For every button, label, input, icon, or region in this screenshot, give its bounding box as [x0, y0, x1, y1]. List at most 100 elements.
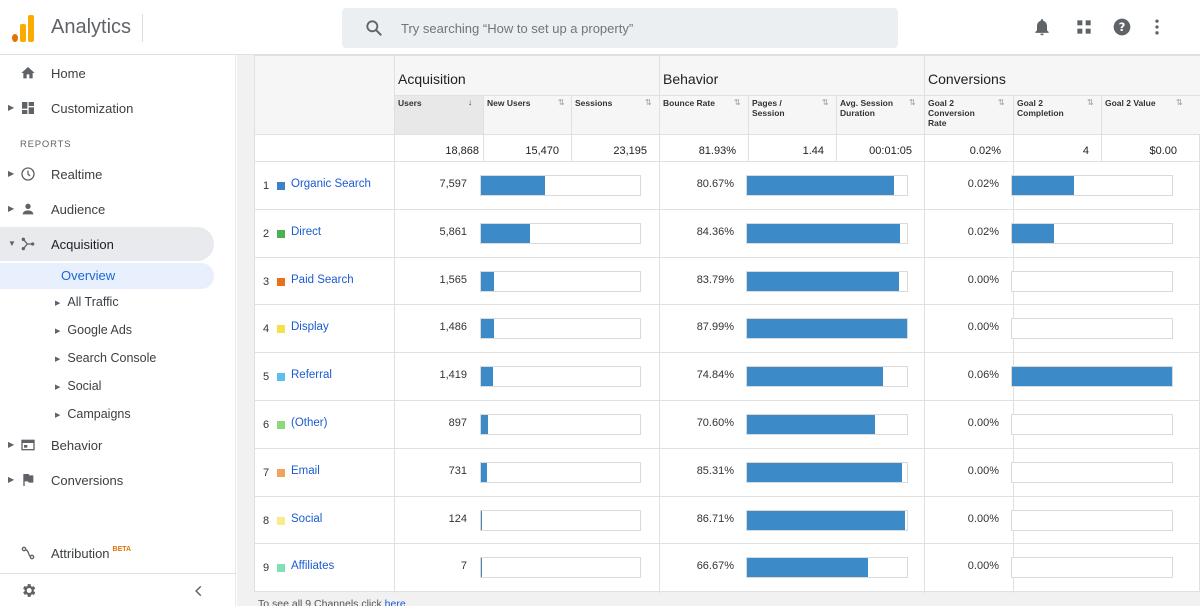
users-bar: [481, 510, 483, 530]
sort-icon[interactable]: ⇅: [1176, 98, 1183, 107]
caret-right-icon: ▶: [8, 204, 15, 213]
group-behavior: Behavior: [663, 71, 719, 87]
row-number: 7: [263, 466, 270, 479]
sidebar-item-label: Overview: [61, 268, 116, 283]
sidebar-item-overview[interactable]: Overview: [0, 263, 214, 289]
goal2-rate-value: 0.00%: [967, 417, 999, 429]
sort-icon[interactable]: ⇅: [1087, 98, 1094, 107]
channel-color-swatch: [277, 325, 285, 334]
sort-icon[interactable]: ⇅: [558, 98, 565, 107]
goal2-rate-value: 0.00%: [967, 512, 999, 525]
channel-link[interactable]: Direct: [291, 225, 322, 238]
sidebar-item-behavior[interactable]: ▶ Behavior: [0, 428, 214, 462]
collapse-chevron-left-icon[interactable]: [192, 584, 206, 598]
search-bar[interactable]: Try searching “How to set up a property”: [342, 8, 898, 48]
caret-right-icon: ▶: [8, 103, 15, 112]
bounce-bar: [747, 367, 883, 387]
sidebar-item-home[interactable]: Home: [0, 56, 214, 90]
sidebar-item-label: Home: [51, 66, 86, 81]
total-goal2-rate: 0.02%: [969, 145, 1001, 157]
channel-color-swatch: [277, 468, 285, 477]
sort-icon[interactable]: ⇅: [998, 98, 1005, 107]
help-icon[interactable]: ?: [1112, 17, 1132, 37]
sidebar-item-customization[interactable]: ▶ Customization: [0, 91, 214, 125]
col-sessions[interactable]: Sessions: [575, 98, 613, 108]
table-row: 2 Direct 5,861 84.36% 0.02%: [255, 209, 1200, 257]
channel-link[interactable]: Affiliates: [291, 560, 335, 573]
users-bar-track: [480, 557, 641, 579]
col-goal2-value[interactable]: Goal 2 Value: [1105, 98, 1156, 108]
goal2-bar: [1012, 176, 1075, 195]
channel-link[interactable]: Display: [291, 321, 329, 334]
table-row: 4 Display 1,486 87.99% 0.00%: [255, 304, 1200, 352]
goal2-bar-track: [1011, 222, 1173, 244]
channel-link[interactable]: (Other): [291, 417, 328, 429]
more-vert-icon[interactable]: [1147, 17, 1167, 37]
sidebar-item-label: All Traffic: [67, 295, 119, 309]
sidebar-item-social[interactable]: ▶ Social: [55, 379, 101, 399]
users-value: 731: [448, 464, 467, 477]
col-bounce-rate[interactable]: Bounce Rate: [663, 98, 715, 108]
grid-line: [255, 400, 1200, 401]
sidebar-item-audience[interactable]: ▶ Audience: [0, 192, 214, 226]
users-value: 7,597: [439, 178, 467, 190]
channel-link[interactable]: Social: [291, 512, 323, 525]
channel-color-swatch: [277, 373, 285, 382]
goal2-rate-value: 0.00%: [967, 560, 999, 573]
channel-link[interactable]: Email: [291, 464, 320, 477]
goal2-bar-track: [1011, 318, 1173, 340]
sort-icon[interactable]: ⇅: [909, 98, 916, 107]
channel-link[interactable]: Referral: [291, 369, 332, 382]
sidebar-item-attribution[interactable]: Attribution BETA: [0, 536, 214, 570]
sidebar-item-all-traffic[interactable]: ▶ All Traffic: [55, 295, 119, 315]
table-row: 1 Organic Search 7,597 80.67% 0.02%: [255, 161, 1200, 209]
bounce-bar-track: [746, 461, 908, 483]
col-goal2-conversion-rate[interactable]: Goal 2 Conversion Rate: [928, 98, 975, 128]
sidebar-item-label: Social: [67, 379, 102, 393]
channel-color-swatch: [277, 564, 285, 573]
table-row: 5 Referral 1,419 74.84% 0.06%: [255, 352, 1200, 400]
col-pages-session[interactable]: Pages / Session: [752, 98, 785, 118]
users-value: 7: [460, 560, 467, 573]
users-bar: [481, 367, 493, 387]
sidebar-item-acquisition[interactable]: ▼ Acquisition: [0, 227, 214, 261]
sidebar-item-realtime[interactable]: ▶ Realtime: [0, 157, 214, 191]
bounce-rate-value: 83.79%: [696, 273, 734, 286]
grid-line: [255, 134, 1200, 135]
here-link[interactable]: here: [384, 598, 406, 606]
sort-icon[interactable]: ⇅: [822, 98, 829, 107]
analytics-logo-icon[interactable]: [12, 14, 36, 42]
sort-desc-icon[interactable]: ↓: [468, 98, 472, 107]
row-number: 4: [263, 323, 270, 336]
reports-header: REPORTS: [20, 139, 72, 150]
bounce-rate-value: 86.71%: [696, 512, 734, 525]
sidebar-item-conversions[interactable]: ▶ Conversions: [0, 463, 214, 497]
sidebar-item-google-ads[interactable]: ▶ Google Ads: [55, 323, 132, 343]
group-acquisition: Acquisition: [398, 71, 466, 87]
bell-icon[interactable]: [1032, 17, 1052, 37]
channel-color-swatch: [277, 516, 285, 525]
sort-icon[interactable]: ⇅: [734, 98, 741, 107]
channel-link[interactable]: Organic Search: [291, 178, 371, 190]
app-title: Analytics: [51, 16, 132, 38]
channel-link[interactable]: Paid Search: [291, 273, 354, 286]
sidebar-item-label: Customization: [51, 101, 134, 116]
search-placeholder[interactable]: Try searching “How to set up a property”: [401, 21, 634, 36]
users-value: 5,861: [439, 225, 467, 238]
sidebar-item-campaigns[interactable]: ▶ Campaigns: [55, 407, 131, 427]
total-sessions: 23,195: [613, 145, 647, 157]
gear-icon[interactable]: [20, 582, 37, 599]
apps-grid-icon[interactable]: [1074, 17, 1094, 37]
sort-icon[interactable]: ⇅: [645, 98, 652, 107]
col-users[interactable]: Users: [398, 98, 422, 108]
col-new-users[interactable]: New Users: [487, 98, 531, 108]
grid-line: [395, 95, 1200, 96]
col-avg-session-duration[interactable]: Avg. Session Duration: [840, 98, 894, 118]
bounce-rate-value: 66.67%: [696, 560, 734, 573]
acquisition-table: Acquisition Behavior Conversions Users ↓…: [254, 55, 1200, 593]
acquisition-icon: [21, 237, 35, 251]
users-bar-track: [480, 175, 641, 196]
bounce-bar: [747, 558, 869, 578]
sidebar-item-search-console[interactable]: ▶ Search Console: [55, 351, 156, 371]
col-goal2-completion[interactable]: Goal 2 Completion: [1017, 98, 1064, 118]
